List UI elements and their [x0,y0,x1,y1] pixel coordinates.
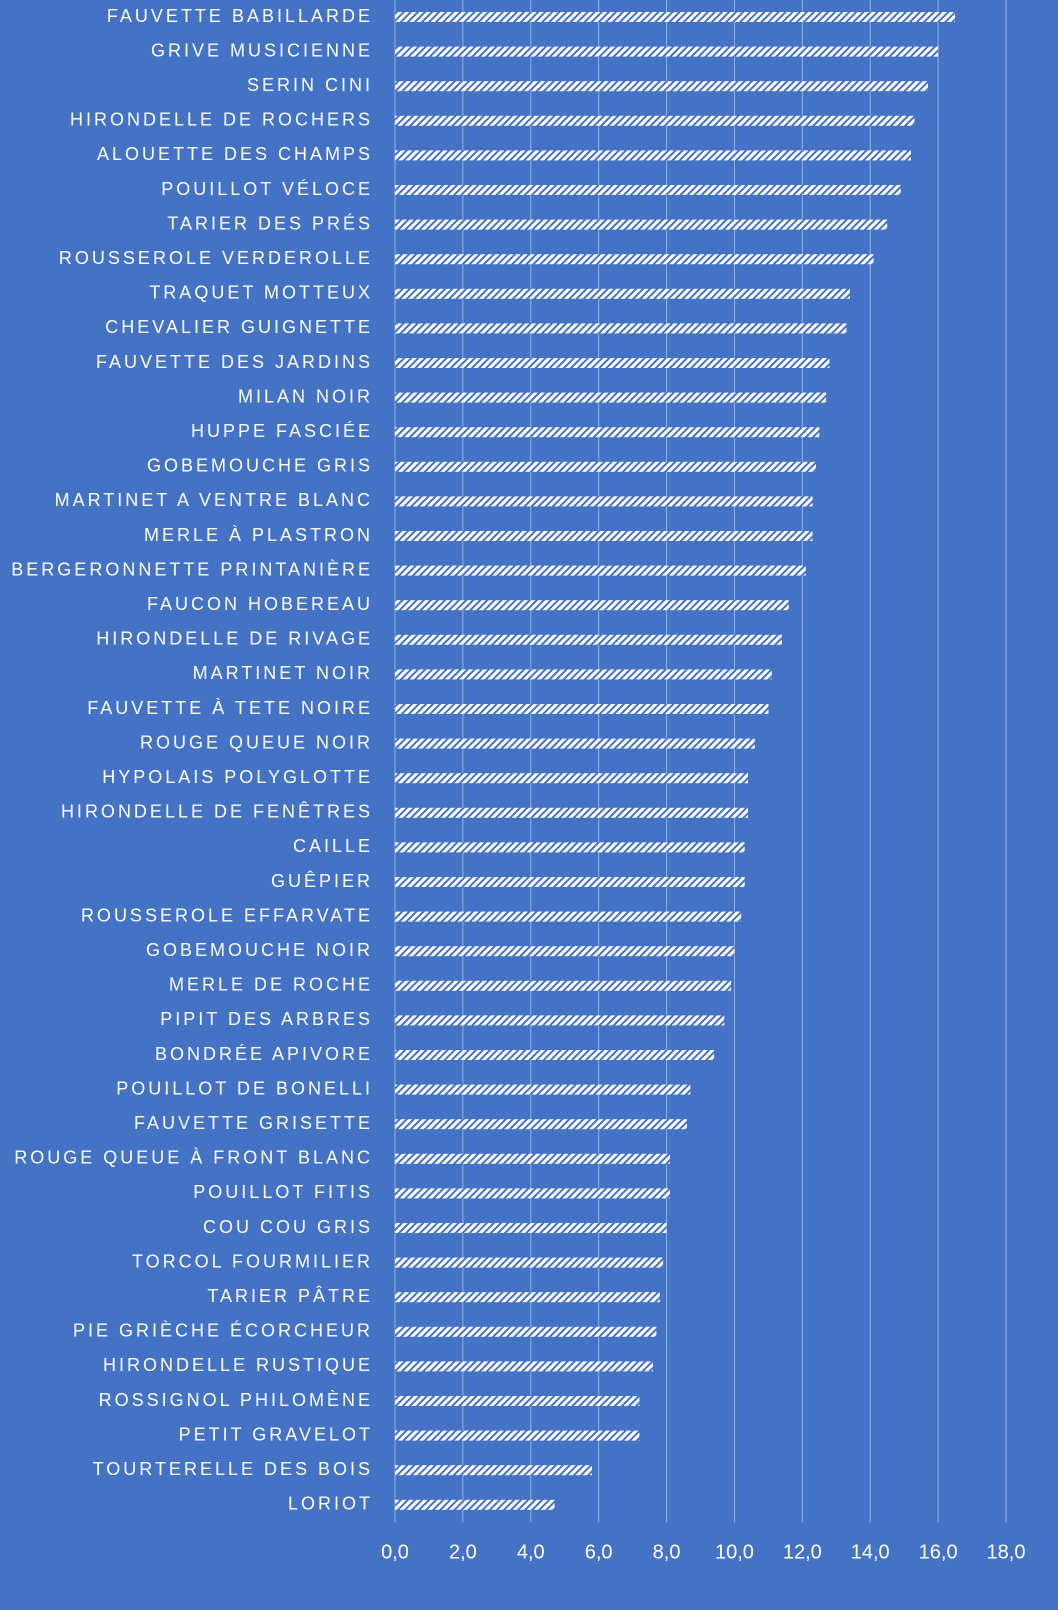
y-tick-label: SERIN CINI [247,75,373,95]
y-tick-label: POUILLOT DE BONELLI [116,1078,373,1098]
bar [395,634,782,645]
y-tick-label: MARTINET NOIR [193,663,373,683]
bar [395,254,874,265]
bar [395,12,956,22]
y-tick-label: COU COU GRIS [203,1217,373,1237]
y-tick-label: BERGERONNETTE PRINTANIÈRE [11,559,373,579]
x-tick-label: 6,0 [585,1541,613,1563]
y-tick-label: FAUVETTE À TETE NOIRE [87,698,373,718]
y-tick-label: GOBEMOUCHE NOIR [146,940,373,960]
x-tick-label: 10,0 [715,1541,754,1563]
y-tick-label: ROUSSEROLE VERDEROLLE [59,248,373,268]
bar [395,946,735,957]
y-tick-label: TARIER DES PRÉS [167,213,373,233]
bar [395,911,742,922]
y-tick-label: ROUSSEROLE EFFARVATE [81,905,373,925]
y-tick-label: MERLE À PLASTRON [144,525,373,545]
y-tick-label: ALOUETTE DES CHAMPS [97,144,373,164]
y-tick-label: MILAN NOIR [238,386,373,406]
bar [395,1084,691,1095]
y-tick-label: HYPOLAIS POLYGLOTTE [102,767,373,787]
bar [395,877,745,887]
y-tick-label: POUILLOT VÉLOCE [161,179,373,199]
y-tick-label: ROUGE QUEUE À FRONT BLANC [14,1148,373,1168]
bar [395,1361,653,1372]
bar [395,1430,640,1441]
bar [395,842,745,853]
bar [395,980,732,991]
y-tick-label: TORCOL FOURMILIER [132,1251,373,1271]
x-tick-label: 14,0 [851,1541,890,1563]
y-tick-label: HIRONDELLE RUSTIQUE [103,1355,373,1375]
y-tick-label: HIRONDELLE DE FENÊTRES [61,802,373,822]
y-tick-label: PIE GRIÈCHE ÉCORCHEUR [73,1321,373,1341]
bar [395,392,827,403]
y-tick-label: CAILLE [293,836,373,856]
bar [395,46,939,57]
y-tick-label: BONDRÉE APIVORE [155,1044,373,1064]
x-tick-label: 2,0 [449,1541,477,1563]
y-tick-label: TARIER PÂTRE [207,1286,373,1306]
x-tick-label: 8,0 [653,1541,681,1563]
bar [395,600,789,611]
y-tick-label: LORIOT [288,1494,373,1514]
y-tick-label: GOBEMOUCHE GRIS [147,456,373,476]
y-tick-label: CHEVALIER GUIGNETTE [105,317,373,337]
x-tick-label: 16,0 [919,1541,958,1563]
bar [395,1223,667,1233]
y-tick-label: MERLE DE ROCHE [169,975,373,995]
y-tick-label: FAUVETTE DES JARDINS [96,352,373,372]
bar [395,1119,687,1130]
y-tick-label: MARTINET A VENTRE BLANC [55,490,373,510]
bar [395,1050,715,1060]
bar [395,669,772,680]
bar [395,738,755,749]
bar [395,496,813,507]
y-tick-label: PETIT GRAVELOT [179,1424,373,1444]
x-tick-label: 18,0 [987,1541,1026,1563]
y-tick-label: POUILLOT FITIS [193,1182,373,1202]
bar [395,1257,664,1268]
y-tick-label: HIRONDELLE DE RIVAGE [96,629,373,649]
y-tick-label: FAUVETTE GRISETTE [134,1113,373,1133]
bar [395,1292,660,1303]
bar [395,1153,670,1164]
y-tick-label: FAUCON HOBEREAU [147,594,373,614]
bar [395,1015,725,1026]
y-tick-label: HUPPE FASCIÉE [191,421,373,441]
bar [395,1465,592,1476]
bar [395,807,749,818]
y-tick-label: ROUGE QUEUE NOIR [140,732,373,752]
bar [395,1499,555,1510]
bar [395,358,830,368]
x-tick-label: 12,0 [783,1541,822,1563]
bar [395,461,816,472]
bar [395,150,911,161]
bar [395,704,769,714]
bar [395,185,901,195]
bar [395,565,806,576]
x-tick-label: 0,0 [381,1541,409,1563]
bar [395,1396,640,1406]
bar [395,427,820,438]
bar [395,81,928,92]
bar [395,115,915,126]
y-tick-label: TRAQUET MOTTEUX [149,283,373,303]
y-tick-label: GRIVE MUSICIENNE [151,40,373,60]
y-tick-label: GUÊPIER [271,871,373,891]
bar [395,1188,670,1199]
bar [395,531,813,541]
y-tick-label: PIPIT DES ARBRES [160,1009,373,1029]
bar [395,323,847,334]
bar [395,773,749,784]
bar [395,1326,657,1337]
y-tick-label: TOURTERELLE DES BOIS [93,1459,373,1479]
bar [395,219,888,230]
x-tick-label: 4,0 [517,1541,545,1563]
y-tick-label: HIRONDELLE DE ROCHERS [70,110,373,130]
y-tick-label: FAUVETTE BABILLARDE [107,6,373,26]
y-tick-label: ROSSIGNOL PHILOMÈNE [99,1390,373,1410]
bar [395,288,850,299]
